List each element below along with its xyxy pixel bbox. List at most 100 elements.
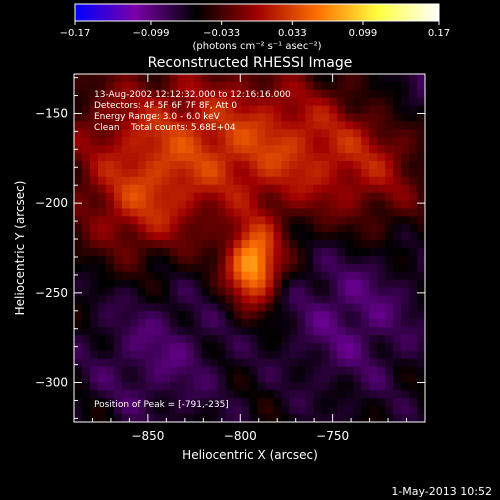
heatmap-cell — [89, 366, 99, 376]
heatmap-cell — [249, 350, 259, 360]
heatmap-cell — [409, 97, 418, 107]
heatmap-cell — [121, 200, 131, 210]
heatmap-cell — [105, 89, 115, 99]
heatmap-cell — [345, 295, 354, 304]
heatmap-cell — [361, 113, 370, 123]
heatmap-cell — [121, 97, 131, 107]
heatmap-cell — [145, 113, 155, 123]
heatmap-cell — [305, 176, 314, 186]
heatmap-cell — [74, 240, 83, 249]
heatmap-cell — [209, 224, 219, 233]
heatmap-cell — [225, 240, 235, 249]
heatmap-cell — [193, 216, 203, 225]
heatmap-cell — [137, 366, 147, 376]
heatmap-cell — [305, 121, 314, 130]
heatmap-cell — [233, 176, 243, 186]
heatmap-cell — [329, 327, 338, 336]
heatmap-cell — [97, 382, 107, 391]
heatmap-cell — [337, 311, 346, 320]
heatmap-cell — [145, 153, 155, 162]
heatmap-cell — [201, 240, 211, 249]
heatmap-cell — [313, 240, 322, 249]
heatmap-cell — [345, 263, 354, 273]
heatmap-cell — [225, 287, 235, 297]
heatmap-cell — [377, 287, 386, 297]
heatmap-cell — [81, 335, 91, 344]
heatmap-cell — [417, 137, 425, 146]
heatmap-cell — [305, 358, 314, 368]
heatmap-cell — [193, 358, 203, 368]
heatmap-cell — [177, 184, 187, 194]
heatmap-cell — [353, 382, 362, 391]
heatmap-cell — [169, 279, 179, 289]
heatmap-cell — [177, 240, 187, 249]
heatmap-cell — [249, 382, 259, 391]
heatmap-cell — [401, 311, 410, 320]
heatmap-cell — [225, 74, 235, 83]
heatmap-cell — [177, 398, 187, 407]
heatmap-cell — [385, 374, 394, 384]
heatmap-cell — [417, 287, 425, 297]
heatmap-cell — [369, 342, 378, 352]
heatmap-cell — [297, 271, 306, 281]
heatmap-cell — [137, 176, 147, 186]
heatmap-cell — [393, 97, 402, 107]
heatmap-cell — [353, 145, 362, 154]
heatmap-cell — [249, 287, 259, 297]
heatmap-cell — [401, 366, 410, 376]
heatmap-cell — [321, 81, 330, 91]
heatmap-cell — [201, 248, 211, 257]
heatmap-cell — [209, 263, 219, 273]
heatmap-cell — [393, 303, 402, 312]
heatmap-cell — [345, 232, 354, 241]
heatmap-cell — [177, 390, 187, 399]
heatmap-cell — [377, 240, 386, 249]
heatmap-cell — [401, 335, 410, 344]
heatmap-cell — [217, 271, 227, 281]
heatmap-cell — [241, 137, 251, 146]
heatmap-cell — [241, 240, 251, 249]
heatmap-cell — [217, 398, 227, 407]
heatmap-cell — [225, 255, 235, 265]
heatmap-cell — [225, 263, 235, 273]
heatmap-cell — [185, 295, 195, 304]
heatmap-cell — [337, 153, 346, 162]
heatmap-cell — [265, 263, 275, 273]
heatmap-cell — [169, 263, 179, 273]
heatmap-cell — [337, 287, 346, 297]
heatmap-cell — [161, 97, 171, 107]
heatmap-cell — [137, 137, 147, 146]
heatmap-cell — [241, 192, 251, 202]
heatmap-cell — [209, 81, 219, 91]
heatmap-cell — [353, 240, 362, 249]
heatmap-cell — [217, 137, 227, 146]
heatmap-cell — [97, 89, 107, 99]
heatmap-cell — [345, 303, 354, 312]
heatmap-cell — [257, 311, 267, 320]
heatmap-cell — [393, 153, 402, 162]
heatmap-cell — [193, 105, 203, 115]
heatmap-cell — [193, 232, 203, 241]
heatmap-cell — [113, 342, 123, 352]
heatmap-cell — [361, 366, 370, 376]
heatmap-cell — [169, 81, 179, 91]
heatmap-cell — [353, 255, 362, 265]
heatmap-cell — [89, 303, 99, 312]
heatmap-cell — [289, 74, 298, 83]
heatmap-cell — [193, 303, 203, 312]
heatmap-cell — [289, 382, 298, 391]
heatmap-cell — [105, 113, 115, 123]
heatmap-cell — [249, 295, 259, 304]
heatmap-cell — [409, 137, 418, 146]
heatmap-cell — [129, 374, 139, 384]
heatmap-cell — [121, 311, 131, 320]
heatmap-cell — [185, 390, 195, 399]
heatmap-cell — [233, 89, 243, 99]
heatmap-cell — [337, 390, 346, 399]
heatmap-cell — [185, 287, 195, 297]
heatmap-cell — [161, 240, 171, 249]
heatmap-cell — [345, 382, 354, 391]
heatmap-cell — [361, 406, 370, 415]
heatmap-cell — [297, 161, 306, 170]
heatmap-cell — [281, 168, 290, 178]
